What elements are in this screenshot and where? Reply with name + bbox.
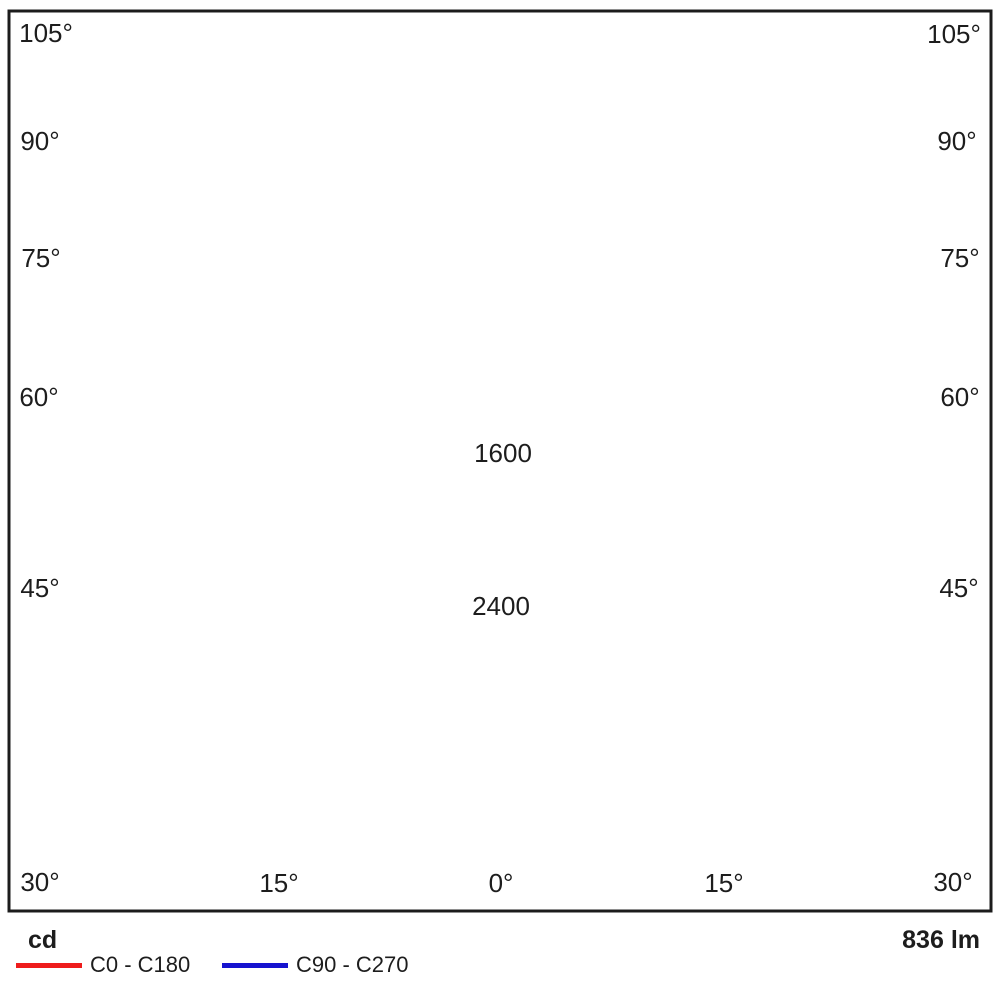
angle-label-right-75°-bg <box>938 244 982 272</box>
angle-label-right-60°-bg <box>938 383 982 411</box>
angle-label-left-60°: 60° <box>19 382 58 412</box>
angle-label-left-105°: 105° <box>19 18 73 48</box>
angle-label-left-90°-bg <box>18 127 62 155</box>
angle-label-right-105°-bg <box>925 20 983 48</box>
legend-swatch-c0-c180 <box>16 962 82 968</box>
angle-label-bottom-0°-bg <box>485 869 517 897</box>
angle-label-right-45°: 45° <box>939 573 978 603</box>
angle-label-left-75°-bg <box>19 244 63 272</box>
angle-label-bottom-15°: 15° <box>259 868 298 898</box>
grid-radial--15deg <box>165 274 466 1000</box>
angle-label-right-105°: 105° <box>927 19 981 49</box>
angle-label-bottom-15°-bg <box>257 869 301 897</box>
grid-radial-75deg <box>633 177 1000 478</box>
legend-item-c0-c180: C0 - C180 <box>16 952 190 978</box>
ring-label-2400-bg <box>469 592 533 620</box>
grid-radial-165deg <box>536 0 837 9</box>
angle-label-right-60°: 60° <box>940 382 979 412</box>
angle-label-right-30°: 30° <box>933 867 972 897</box>
angle-label-left-45°: 45° <box>20 573 59 603</box>
legend-label-c0-c180: C0 - C180 <box>90 952 191 977</box>
grid-radial-15deg <box>536 274 837 1000</box>
grid-ring-800cd <box>346 0 656 297</box>
grid-radial-105deg <box>633 0 1000 106</box>
grid-radial--165deg <box>165 0 466 9</box>
angle-label-right-45°-bg <box>937 574 981 602</box>
angle-label-left-105°-bg <box>17 19 75 47</box>
grid-ring-1600cd <box>191 0 811 452</box>
angle-label-bottom-15°: 15° <box>704 868 743 898</box>
angle-label-right-90°-bg <box>935 127 979 155</box>
legend-swatch-c90-c270 <box>222 962 288 968</box>
angle-label-bottom-15°-bg <box>702 869 746 897</box>
angle-label-left-30°: 30° <box>20 867 59 897</box>
grid-radial-60deg <box>620 210 1000 792</box>
grid-ring-2400cd <box>36 0 966 607</box>
angle-label-left-30°-bg <box>18 868 62 896</box>
legend-label-c90-c270: C90 - C270 <box>296 952 409 977</box>
grid-radial--75deg <box>0 177 369 478</box>
angle-label-left-60°-bg <box>17 383 61 411</box>
angle-label-right-75°: 75° <box>940 243 979 273</box>
angle-label-bottom-0°: 0° <box>489 868 514 898</box>
grid-radial--30deg <box>0 260 433 1000</box>
angle-label-right-30°-bg <box>931 868 975 896</box>
angle-label-right-90°: 90° <box>937 126 976 156</box>
plot-frame <box>7 9 993 913</box>
ring-label-2400: 2400 <box>472 591 530 621</box>
units-label: cd <box>28 926 58 954</box>
legend-item-c90-c270: C90 - C270 <box>222 952 409 978</box>
angle-label-left-45°-bg <box>18 574 62 602</box>
angle-label-left-75°: 75° <box>21 243 60 273</box>
ring-label-1600: 1600 <box>474 438 532 468</box>
grid-radial--105deg <box>0 0 369 106</box>
grid-ring-3200cd <box>0 0 1000 762</box>
ring-label-1600-bg <box>471 439 535 467</box>
luminous-flux-label: 836 lm <box>902 926 980 954</box>
grid-radial--60deg <box>0 210 382 792</box>
axis-labels: 105° 90° 75° 60° 45° 30° 105° 90° 75° 60° 45° 30° 15… <box>17 18 983 898</box>
angle-label-left-90°: 90° <box>20 126 59 156</box>
